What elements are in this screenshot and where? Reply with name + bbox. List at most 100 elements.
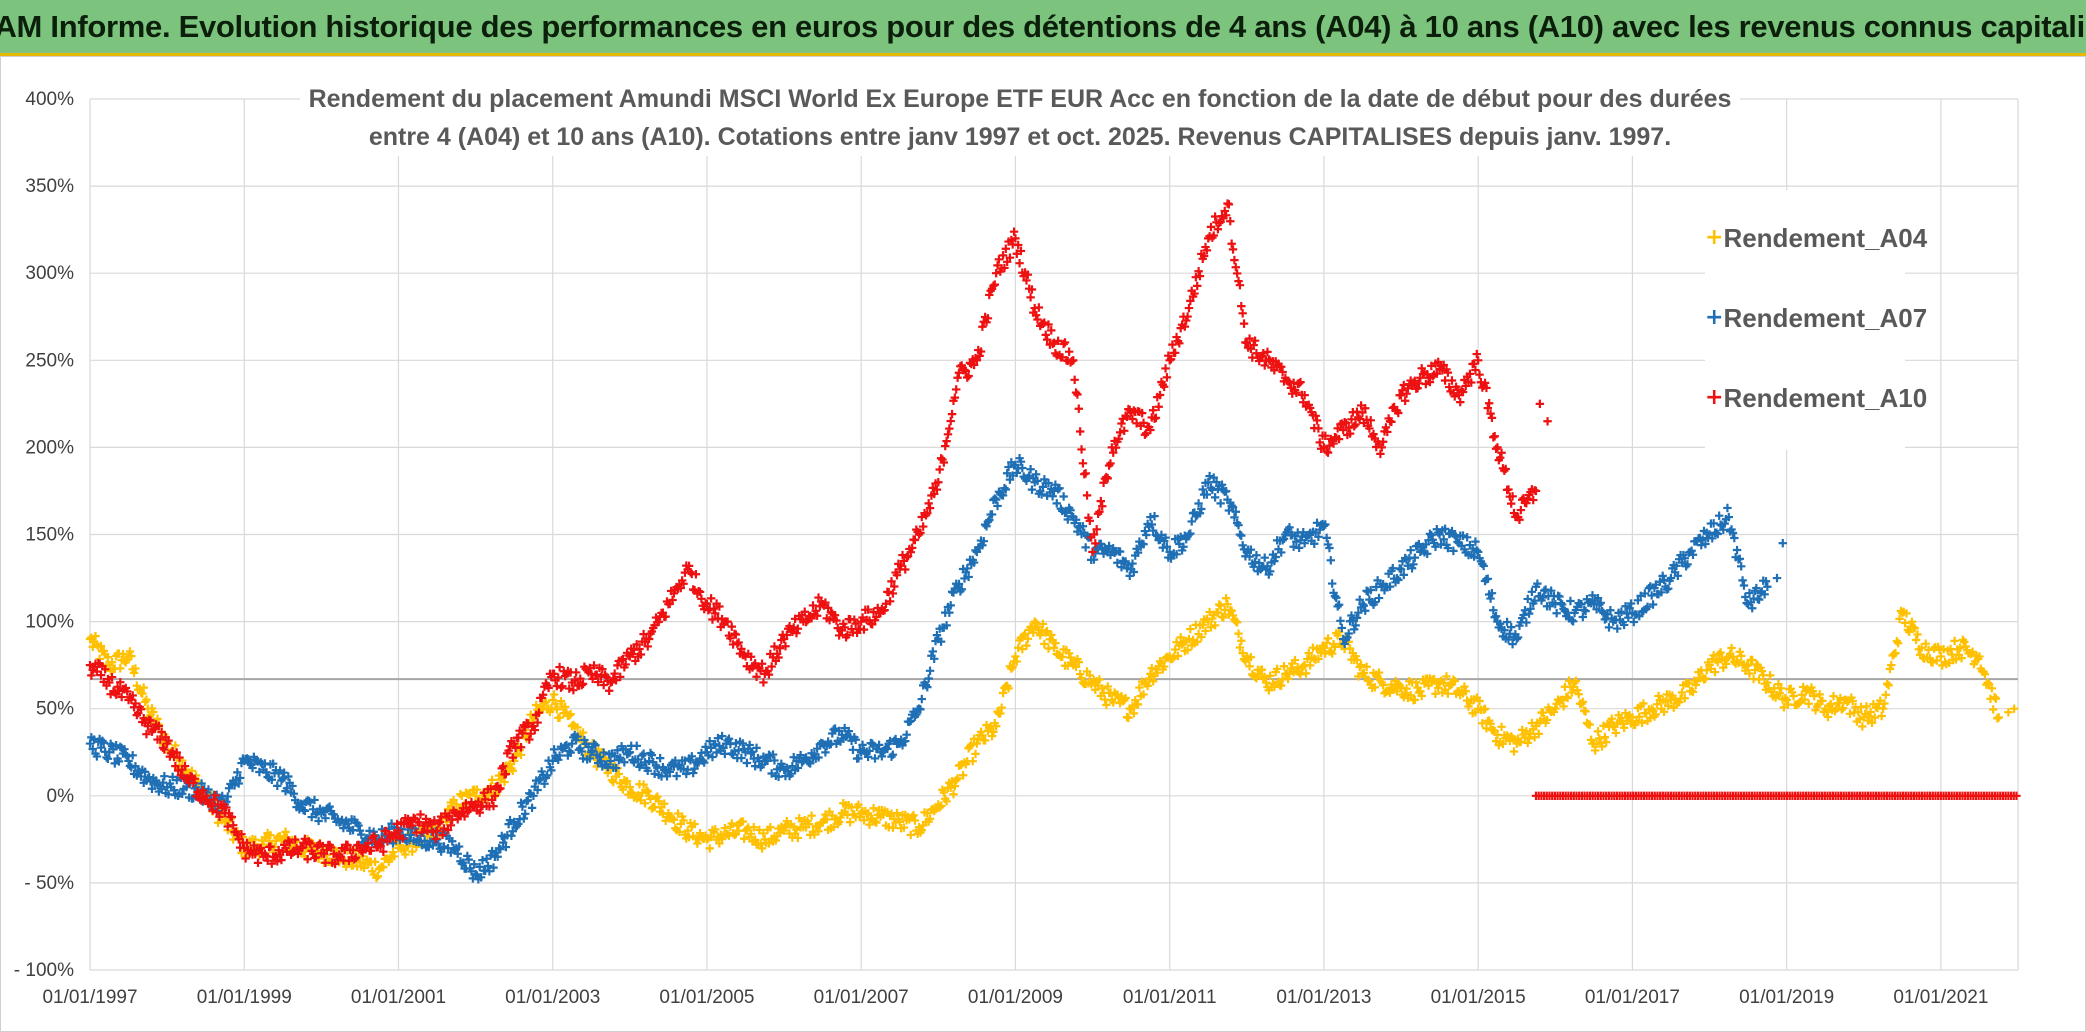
data-point <box>730 830 739 840</box>
data-point <box>672 771 681 781</box>
data-point <box>1980 669 1990 679</box>
data-point <box>1278 536 1287 545</box>
data-point <box>180 761 190 771</box>
data-point <box>1709 519 1718 528</box>
data-point <box>1361 606 1370 615</box>
data-point <box>1292 537 1301 546</box>
data-point <box>1399 570 1408 580</box>
data-point <box>1490 726 1499 736</box>
data-point <box>1639 699 1648 708</box>
data-point <box>1294 379 1304 388</box>
data-point <box>560 702 570 712</box>
data-point <box>1395 681 1404 690</box>
data-point <box>624 651 633 660</box>
data-point <box>757 844 767 853</box>
data-point <box>662 772 672 781</box>
data-point <box>1776 684 1786 693</box>
data-point <box>851 735 860 744</box>
data-point <box>1228 611 1238 620</box>
data-point <box>613 661 622 670</box>
data-point <box>647 750 657 760</box>
x-tick-label: 01/01/2015 <box>1431 987 1526 1008</box>
data-point <box>1011 652 1020 661</box>
data-point <box>124 756 133 766</box>
data-point <box>282 784 292 793</box>
data-point <box>1410 553 1420 562</box>
data-point <box>617 655 626 665</box>
data-point <box>348 825 358 835</box>
data-point <box>759 678 768 687</box>
data-point <box>964 572 973 582</box>
data-point <box>156 735 165 744</box>
data-point <box>122 687 132 696</box>
data-point <box>1117 419 1126 428</box>
data-point <box>443 825 453 835</box>
data-point <box>1205 471 1214 481</box>
data-point <box>275 850 285 859</box>
data-point <box>1635 612 1644 621</box>
data-point <box>1439 535 1448 544</box>
data-point <box>527 803 537 813</box>
data-point <box>1034 303 1044 312</box>
data-point <box>616 672 625 682</box>
data-point <box>423 826 432 835</box>
y-tick-label: - 50% <box>24 873 74 894</box>
data-point <box>1483 574 1492 584</box>
data-point <box>227 812 237 822</box>
data-point <box>1066 358 1075 367</box>
data-point <box>1106 459 1115 468</box>
data-point <box>556 683 566 692</box>
data-point <box>622 777 632 786</box>
data-point <box>935 465 944 474</box>
data-point <box>1007 235 1016 245</box>
data-point <box>111 741 121 750</box>
data-point <box>1135 683 1144 692</box>
data-point <box>175 753 184 762</box>
data-point <box>222 803 231 812</box>
data-point <box>326 843 336 852</box>
x-tick-label: 01/01/2009 <box>968 987 1063 1008</box>
y-tick-label: 150% <box>25 525 74 546</box>
data-point <box>669 815 679 824</box>
data-point <box>899 823 909 832</box>
data-point <box>554 673 563 682</box>
data-point <box>1983 678 1992 688</box>
data-point <box>558 681 567 691</box>
data-point <box>1548 598 1557 607</box>
data-point <box>1440 524 1450 534</box>
data-point <box>1366 585 1375 595</box>
data-point <box>1394 408 1403 418</box>
data-point <box>1914 645 1924 654</box>
data-point <box>325 802 334 811</box>
data-point <box>1027 285 1037 294</box>
data-point <box>643 766 652 775</box>
data-point <box>1224 200 1234 209</box>
data-point <box>906 830 915 840</box>
data-point <box>770 756 779 765</box>
data-point <box>432 826 442 835</box>
data-point <box>1351 420 1360 429</box>
data-point <box>343 840 352 850</box>
data-point <box>406 830 416 840</box>
data-point <box>284 772 293 781</box>
data-point <box>209 795 219 804</box>
data-point <box>366 846 376 855</box>
data-point <box>107 672 117 682</box>
data-point <box>1023 270 1033 279</box>
data-point <box>1369 429 1378 439</box>
data-point <box>1602 737 1611 747</box>
data-point <box>1713 529 1722 539</box>
data-point <box>939 458 949 467</box>
data-point <box>1249 562 1258 571</box>
data-point <box>1617 607 1626 616</box>
data-point <box>139 683 148 692</box>
data-point <box>504 746 513 755</box>
data-point <box>1794 698 1804 708</box>
data-point <box>1279 662 1289 671</box>
data-point <box>738 739 747 748</box>
legend-marker-a10: + <box>1705 385 1724 410</box>
data-point <box>1449 675 1458 684</box>
data-point <box>717 731 727 741</box>
data-point <box>624 749 633 758</box>
data-point <box>1117 562 1126 572</box>
